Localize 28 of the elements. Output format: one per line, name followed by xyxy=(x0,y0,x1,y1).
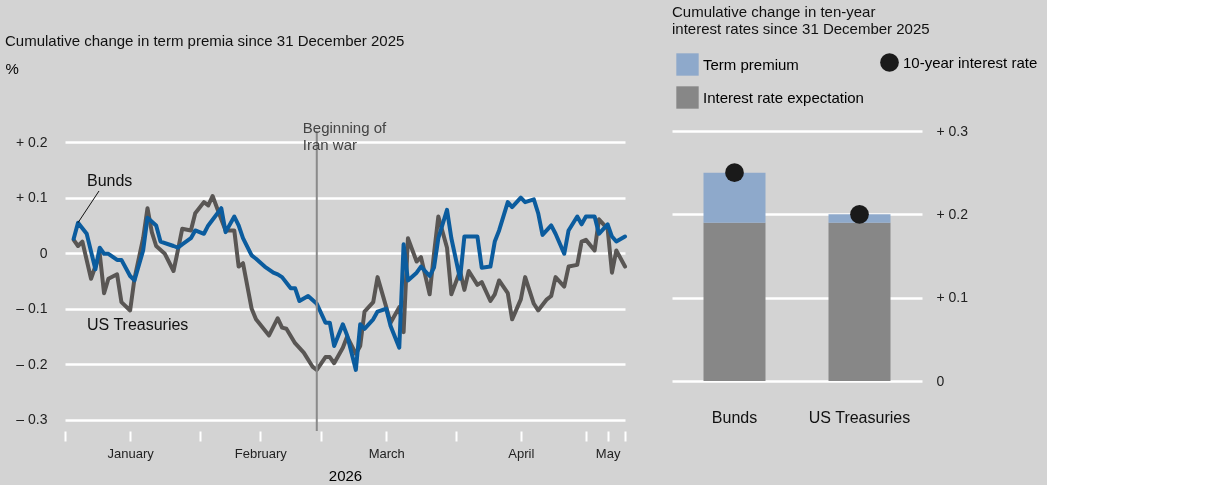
bar xyxy=(703,222,766,381)
y-tick-label: – 0.1 xyxy=(16,300,48,317)
x-tick-label: April xyxy=(508,445,535,461)
y-tick-label: + 0.1 xyxy=(15,189,48,206)
x-tick-label: May xyxy=(595,445,621,461)
legend-label: 10-year interest rate xyxy=(903,53,1038,71)
y2-tick-label: + 0.2 xyxy=(936,205,969,222)
series-label: US Treasuries xyxy=(87,316,189,333)
y2-tick-label: + 0.1 xyxy=(936,289,969,306)
chart-title: Cumulative change in term premia since 31 December 2025 xyxy=(5,32,405,49)
y-tick-label: + 0.2 xyxy=(15,133,48,150)
text: Bunds xyxy=(87,172,133,189)
y-tick-label: 0 xyxy=(39,244,48,261)
bar xyxy=(828,222,891,381)
y-tick-label: – 0.3 xyxy=(16,411,48,428)
y-axis-title: % xyxy=(5,59,19,77)
y2-tick-label: 0 xyxy=(936,372,945,389)
bar xyxy=(703,172,766,223)
x-tick-label: March xyxy=(368,445,405,461)
legend-label: Term premium xyxy=(703,55,799,73)
x-tick-label: February xyxy=(234,445,288,461)
y-tick-label: – 0.2 xyxy=(16,355,48,372)
x-axis-title: 2026 xyxy=(328,466,363,484)
ref-line-label: Beginning of Iran war xyxy=(302,119,388,153)
chart-title: Cumulative change in ten-year interest rates since 31 December 2025 xyxy=(672,3,930,37)
x-tick-label: January xyxy=(107,445,155,461)
legend-label: Interest rate expectation xyxy=(703,88,864,106)
y2-tick-label: + 0.3 xyxy=(936,122,969,139)
